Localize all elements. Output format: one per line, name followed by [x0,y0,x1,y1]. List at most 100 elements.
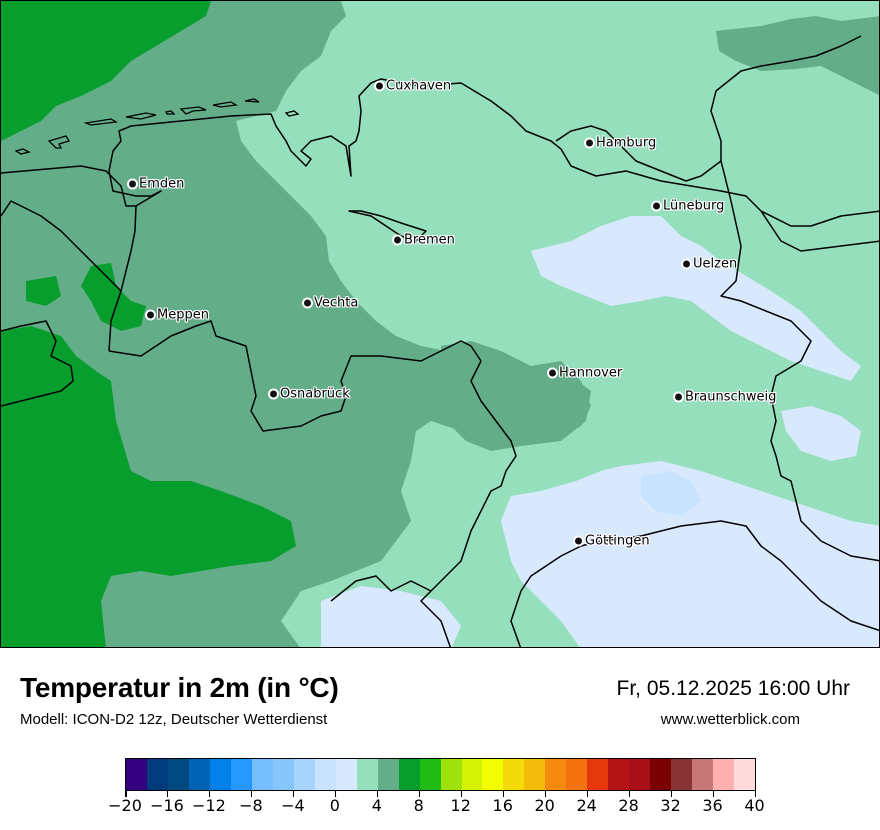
city-label: Emden [139,176,185,192]
islands [14,98,300,155]
colorbar-tick-label: −16 [150,796,184,815]
band-6-8-northwest-arm [11,56,71,86]
city-dot-icon [147,311,154,319]
colorbar-tick-label: 16 [492,796,513,815]
colorbar-tick [460,791,463,797]
colorbar-tick-label: 12 [450,796,471,815]
colorbar-segment [209,759,231,790]
colorbar-segment [272,759,294,790]
city-label: Vechta [314,295,359,311]
band-0-2-harz [501,461,879,647]
temperature-colorbar [125,758,756,791]
colorbar-segment [440,759,462,790]
colorbar-segment [377,759,399,790]
colorbar-tick [670,791,673,797]
border-lines [1,35,879,647]
colorbar-segment [461,759,483,790]
city-label: Hannover [559,365,623,381]
band-0-2-harz-core [641,471,701,516]
colorbar-tick-label: 32 [660,796,681,815]
city-marker-hamburg: Hamburg [586,137,656,150]
colorbar-tick [376,791,379,797]
colorbar-segment [146,759,168,790]
city-marker-cuxhaven: Cuxhaven [376,80,451,93]
colorbar-segment [692,759,714,790]
city-marker-goettingen: Göttingen [575,535,650,548]
colorbar-segment [713,759,735,790]
colorbar-tick [334,791,337,797]
colorbar-segment [356,759,378,790]
city-label: Lüneburg [663,198,725,214]
colorbar-tick-label: 36 [702,796,723,815]
city-marker-bremen: Bremen [394,234,455,247]
city-dot-icon [675,393,682,401]
colorbar-tick-label: 24 [576,796,597,815]
colorbar-segment [167,759,189,790]
colorbar-segment [545,759,567,790]
city-dot-icon [129,180,136,188]
city-marker-hannover: Hannover [549,367,622,380]
city-dot-icon [549,369,556,377]
colorbar-tick-label: −8 [239,796,263,815]
colorbar-segment [629,759,651,790]
colorbar-segment [482,759,504,790]
colorbar-tick [754,791,756,797]
colorbar-segment [188,759,210,790]
city-label: Cuxhaven [386,78,452,94]
colorbar-segment [503,759,525,790]
band-6-8-northwest [1,1,211,141]
colorbar-ticks: −20 −16 −12 −8 −4 0 4 8 12 16 20 24 28 32 36 40 [108,791,765,821]
colorbar-tick [418,791,421,797]
colorbar-segment [126,759,147,790]
colorbar-tick-label: 20 [534,796,555,815]
colorbar-tick-label: 0 [329,796,340,815]
colorbar-segment [650,759,672,790]
colorbar-tick [250,791,253,797]
colorbar-tick-label: 28 [618,796,639,815]
forecast-datetime: Fr, 05.12.2025 16:00 Uhr [616,677,851,700]
colorbar-segment [419,759,441,790]
temperature-map: Cuxhaven Hamburg Emden Lüneburg Bremen U… [0,0,880,648]
colorbar-segment [671,759,693,790]
city-marker-vechta: Vechta [304,297,358,310]
city-dot-icon [304,299,311,307]
city-dot-icon [270,390,277,398]
colorbar-segment [230,759,252,790]
band-0-2-south [321,586,461,647]
colorbar-segment [734,759,756,790]
city-label: Meppen [157,307,209,323]
colorbar-tick [502,791,505,797]
colorbar-tick-label: −20 [108,796,142,815]
band-0-2-uelzen [531,216,861,381]
colorbar-tick [544,791,547,797]
colorbar-tick [712,791,715,797]
city-marker-meppen: Meppen [147,309,209,322]
colorbar-tick-label: 40 [744,796,765,815]
band-4-6-northeast [716,16,879,95]
city-label: Uelzen [693,256,738,272]
city-marker-uelzen: Uelzen [683,258,737,271]
colorbar-tick-label: −12 [192,796,226,815]
city-marker-emden: Emden [129,178,184,191]
city-dot-icon [376,82,383,90]
colorbar-segment [398,759,420,790]
colorbar-tick-label: 8 [413,796,424,815]
band-6-8-southwest [1,326,296,647]
colorbar-segment [335,759,357,790]
band-6-8-patch [81,263,146,331]
colorbar-tick [125,791,127,797]
colorbar-tick [292,791,295,797]
colorbar-segment [524,759,546,790]
city-label: Braunschweig [685,389,777,405]
city-dot-icon [653,202,660,210]
model-source: Modell: ICON-D2 12z, Deutscher Wetterdie… [20,711,328,728]
colorbar-segment [566,759,588,790]
chart-title: Temperatur in 2m (in °C) [20,672,339,703]
city-label: Hamburg [596,135,657,151]
colorbar-segment [587,759,609,790]
colorbar-segment [251,759,273,790]
colorbar-tick [208,791,211,797]
city-marker-braunschweig: Braunschweig [675,391,776,404]
band-6-8-patch-2 [26,276,61,306]
city-dot-icon [575,537,582,545]
